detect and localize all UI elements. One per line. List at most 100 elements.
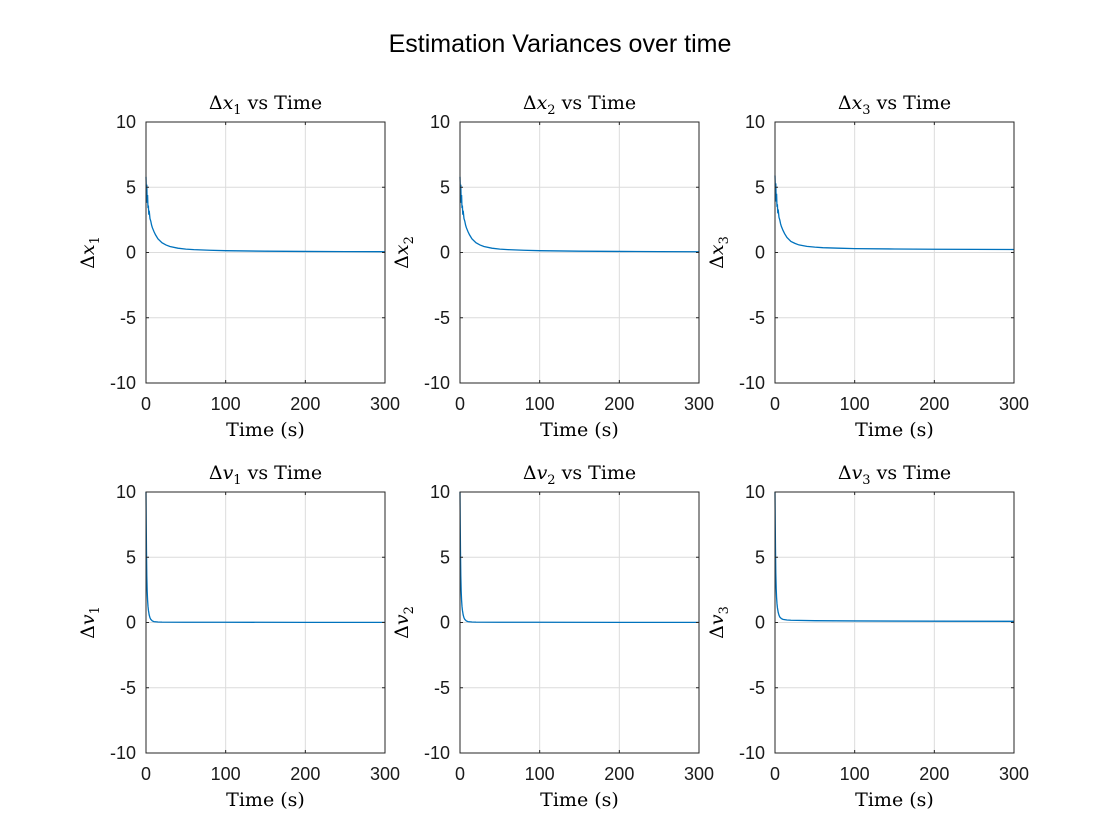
y-tick-label: -5 [749,308,765,328]
y-axis-label: Δv2 [391,606,417,639]
subplot-title-prefix: Δ [209,462,223,484]
subplot-title: Δv3 vs Time [838,462,951,488]
x-axis-label: Time (s) [226,419,305,441]
x-tick-label: 200 [290,394,320,414]
y-tick-label: 5 [440,177,450,197]
y-axis-label-sub: 2 [402,236,417,244]
y-tick-label: 10 [745,112,765,132]
y-axis-label-var: v [391,614,413,625]
subplot-title: Δx2 vs Time [523,92,636,118]
y-tick-label: -10 [110,373,136,393]
subplot-title-suffix: vs Time [242,92,323,114]
y-tick-label: -5 [120,308,136,328]
y-tick-label: 10 [116,112,136,132]
y-tick-label: 10 [430,112,450,132]
x-tick-label: 300 [684,764,714,784]
x-tick-label: 200 [604,394,634,414]
y-tick-label: 5 [755,177,765,197]
y-tick-label: 10 [745,482,765,502]
x-axis-label: Time (s) [855,789,934,811]
x-tick-label: 0 [455,394,465,414]
y-axis-label-sub: 3 [717,606,732,614]
y-axis-label-prefix: Δ [706,625,728,639]
subplot-title-suffix: vs Time [871,462,952,484]
y-tick-label: 5 [126,177,136,197]
subplot-title: Δx1 vs Time [209,92,322,118]
y-axis-label-prefix: Δ [706,255,728,269]
y-tick-label: -10 [110,743,136,763]
subplot-title-sub: 3 [862,473,870,488]
y-axis-label: Δv3 [706,606,732,639]
y-axis-label-var: x [706,244,728,255]
series-line-1 [145,491,385,624]
y-tick-label: -10 [424,743,450,763]
subplot-title: Δv2 vs Time [523,462,636,488]
y-axis-label-var: x [391,244,413,255]
y-tick-label: 10 [116,482,136,502]
y-axis-label-prefix: Δ [77,625,99,639]
y-tick-label: 0 [440,243,450,263]
y-axis-label-prefix: Δ [391,625,413,639]
series-line-1 [459,491,699,624]
y-axis-label-prefix: Δ [391,255,413,269]
subplot-title-sub: 1 [233,473,241,488]
y-tick-label: -5 [120,678,136,698]
y-tick-label: -10 [424,373,450,393]
subplot-title-var: x [537,92,548,114]
x-tick-label: 100 [211,764,241,784]
subplot-title-var: v [852,462,863,484]
subplot-title-prefix: Δ [209,92,223,114]
x-tick-label: 300 [999,764,1029,784]
y-axis-label-prefix: Δ [77,255,99,269]
x-tick-label: 300 [684,394,714,414]
y-axis-label: Δx1 [77,236,103,269]
y-axis-label-var: v [706,614,728,625]
y-tick-label: -5 [434,308,450,328]
x-tick-label: 100 [840,394,870,414]
x-tick-label: 0 [141,394,151,414]
subplot-title-sub: 1 [233,103,241,118]
x-tick-label: 100 [525,764,555,784]
y-axis-label-sub: 1 [88,236,103,244]
y-tick-label: 0 [755,243,765,263]
y-tick-label: 0 [126,243,136,263]
y-tick-label: 10 [430,482,450,502]
series-line-1 [774,491,1015,622]
x-tick-label: 200 [919,764,949,784]
figure-title: Estimation Variances over time [389,30,732,58]
y-tick-label: 0 [755,613,765,633]
series-line-1 [459,176,700,253]
x-axis-label: Time (s) [226,789,305,811]
y-axis-label: Δv1 [77,606,103,639]
x-axis-label: Time (s) [540,419,619,441]
subplot-title-var: x [852,92,863,114]
x-tick-label: 300 [999,394,1029,414]
subplot-title-suffix: vs Time [871,92,952,114]
y-tick-label: 5 [440,547,450,567]
y-axis-label: Δx3 [706,236,732,269]
x-axis-label: Time (s) [855,419,934,441]
subplot-title-prefix: Δ [523,462,537,484]
y-axis-label-sub: 3 [717,236,732,244]
x-tick-label: 100 [840,764,870,784]
subplot-title: Δx3 vs Time [838,92,951,118]
y-axis-label-var: v [77,614,99,625]
series-line-1 [145,176,386,253]
subplot-title-suffix: vs Time [556,462,637,484]
subplot-title-sub: 3 [862,103,870,118]
x-axis-label: Time (s) [540,789,619,811]
x-tick-label: 200 [604,764,634,784]
subplot-title-prefix: Δ [838,462,852,484]
subplot-title-sub: 2 [547,103,555,118]
y-axis-label-sub: 2 [402,606,417,614]
subplot-title-var: v [223,462,234,484]
y-axis-label-var: x [77,244,99,255]
subplot-title-var: v [537,462,548,484]
y-axis-label: Δx2 [391,236,417,269]
